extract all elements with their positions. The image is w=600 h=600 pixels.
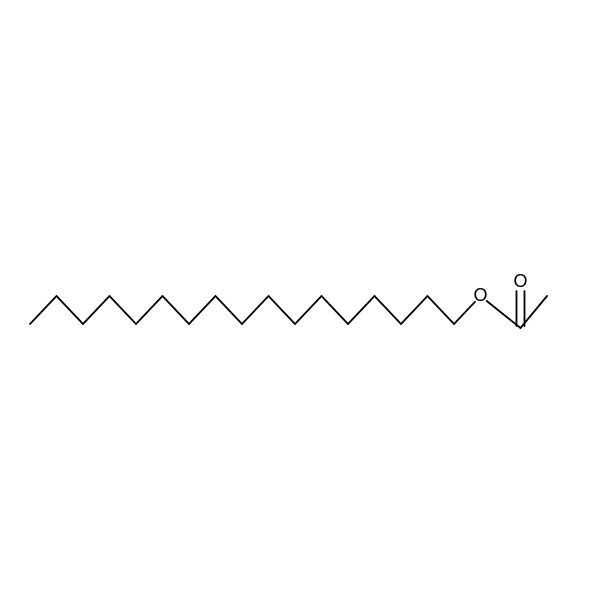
bond — [110, 296, 137, 324]
molecule-diagram: OO — [0, 0, 600, 600]
bond — [322, 296, 349, 324]
atom-label: O — [513, 271, 527, 291]
bond — [136, 296, 163, 324]
bond — [375, 296, 402, 324]
bond — [216, 296, 243, 324]
bond — [348, 296, 375, 324]
bond — [428, 296, 455, 324]
bond — [401, 296, 428, 324]
bond — [242, 296, 269, 324]
bond — [269, 296, 296, 324]
bond — [163, 296, 190, 324]
bond — [487, 301, 521, 328]
bond — [57, 296, 84, 324]
bond — [83, 296, 110, 324]
atom-label: O — [473, 285, 487, 305]
bond — [30, 296, 57, 324]
bond — [454, 302, 475, 324]
bond — [189, 296, 216, 324]
bond — [295, 296, 322, 324]
